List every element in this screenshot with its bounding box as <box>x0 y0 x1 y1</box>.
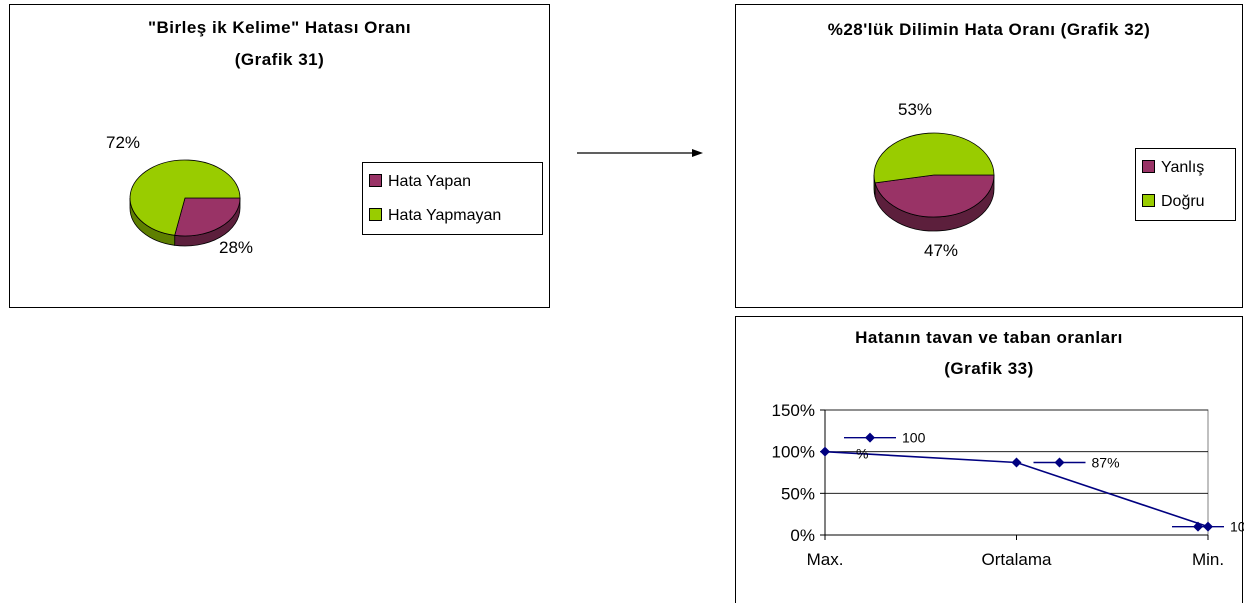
chart-31-legend: Hata Yapan Hata Yapmayan <box>362 162 543 235</box>
legend-item-dogru: Doğru <box>1142 193 1205 211</box>
legend-label: Hata Yapmayan <box>388 207 502 224</box>
chart-33-panel: Hatanın tavan ve taban oranları (Grafik … <box>735 316 1244 603</box>
y-tick-label: 50% <box>781 484 815 503</box>
slice-label-hata-yapmayan: 72% <box>106 133 141 152</box>
chart-31-panel: "Birleş ik Kelime" Hatası Oranı (Grafik … <box>9 4 550 308</box>
arrow-connector <box>577 149 703 157</box>
data-point <box>820 446 830 457</box>
legend-swatch-green <box>369 208 382 221</box>
legend-label: Hata Yapan <box>388 173 472 190</box>
pie-slice-hata-yapmayan <box>129 159 241 236</box>
y-tick-label: 100% <box>772 443 815 462</box>
legend-swatch-green <box>1142 194 1155 207</box>
legend-item-hata-yapmayan: Hata Yapmayan <box>369 207 501 225</box>
y-tick-label: 150% <box>772 401 815 420</box>
x-tick-label: Ortalama <box>982 550 1052 569</box>
label-key-marker <box>1193 521 1203 532</box>
chart-32-pie <box>873 132 995 232</box>
slice-label-dogru: 53% <box>898 100 933 119</box>
data-label: 100 <box>902 430 926 446</box>
pie-slice-dogru <box>873 132 995 184</box>
label-key-marker <box>865 432 875 443</box>
legend-item-yanlis: Yanlış <box>1142 159 1204 177</box>
plot-area <box>824 409 1209 536</box>
chart-33-plot: 0% 50% 100% 150% Max. Ortalama Min. 100% 87% 10% <box>772 401 1244 569</box>
chart-32-panel: %28'lük Dilimin Hata Oranı (Grafik 32) 5… <box>735 4 1243 308</box>
slice-label-yanlis: 47% <box>924 241 959 260</box>
data-label: % <box>856 446 868 462</box>
x-tick-label: Max. <box>807 550 844 569</box>
chart-32-legend: Yanlış Doğru <box>1135 148 1236 221</box>
pie-slice-hata-yapan <box>174 197 241 237</box>
pie-slice-yanlis <box>874 174 995 218</box>
legend-label: Yanlış <box>1161 159 1205 176</box>
x-tick-label: Min. <box>1192 550 1224 569</box>
data-point <box>1011 457 1022 468</box>
chart-32-title: %28'lük Dilimin Hata Oranı (Grafik 32) <box>827 20 1151 39</box>
label-key-marker <box>1054 457 1065 468</box>
slice-label-hata-yapan: 28% <box>219 238 254 257</box>
chart-33-subtitle: (Grafik 33) <box>944 359 1034 378</box>
legend-swatch-pink <box>369 174 382 187</box>
chart-33-title: Hatanın tavan ve taban oranları <box>855 328 1123 347</box>
data-label: 10% <box>1230 519 1244 535</box>
legend-swatch-pink <box>1142 160 1155 173</box>
data-label: 87% <box>1092 455 1120 471</box>
y-tick-label: 0% <box>790 526 815 545</box>
chart-31-title: "Birleş ik Kelime" Hatası Oranı <box>147 18 412 37</box>
chart-31-pie <box>129 159 241 247</box>
legend-item-hata-yapan: Hata Yapan <box>369 173 471 191</box>
chart-31-subtitle: (Grafik 31) <box>234 50 325 69</box>
legend-label: Doğru <box>1161 193 1205 210</box>
